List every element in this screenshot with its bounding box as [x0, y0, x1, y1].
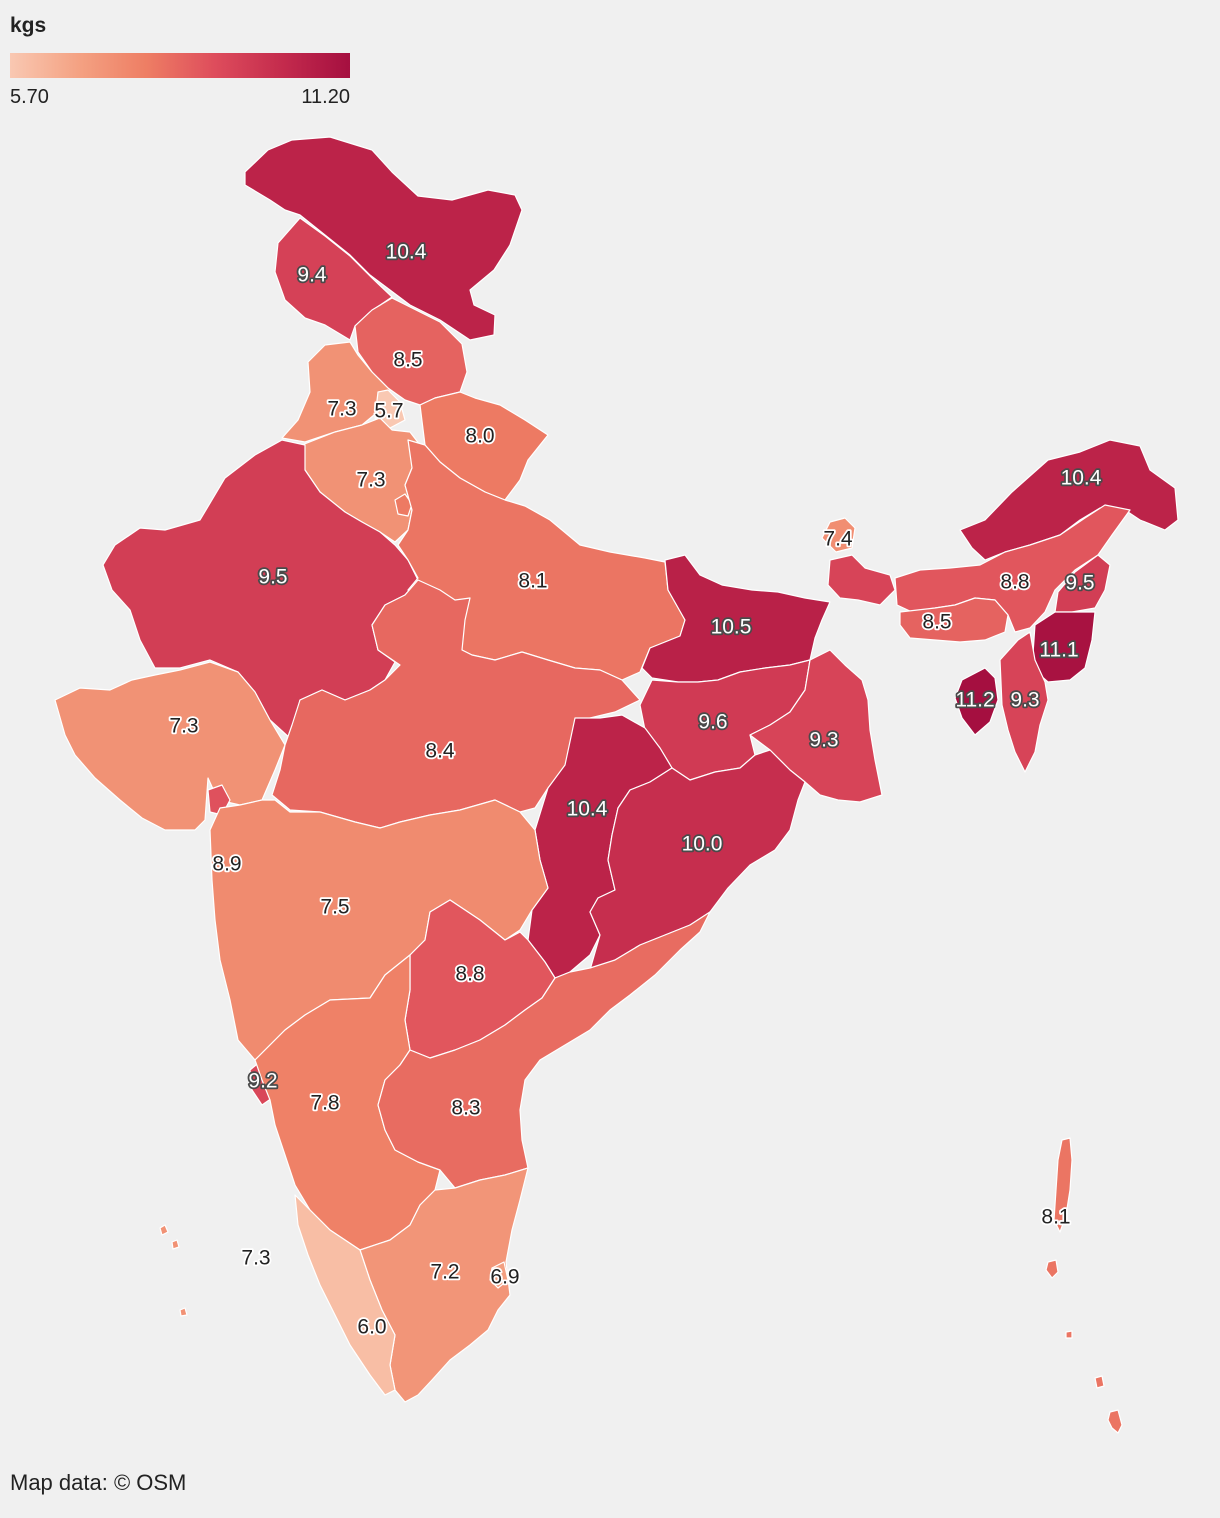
value-label-gujarat: 7.3 [169, 715, 198, 738]
value-label-west-bengal: 9.3 [809, 729, 838, 752]
region-west-bengal[interactable] [749, 649, 883, 803]
value-label-manipur: 11.1 [1039, 639, 1078, 662]
map-attribution: Map data: © OSM [10, 1470, 187, 1495]
value-label-punjab: 7.3 [327, 398, 356, 421]
region-andaman-1[interactable] [1053, 1137, 1073, 1233]
value-label-mizoram: 9.3 [1010, 689, 1039, 712]
region-jammu-kashmir[interactable] [244, 136, 523, 341]
value-label-uttarakhand: 8.5 [393, 349, 422, 372]
value-label-bihar: 10.5 [711, 616, 752, 639]
region-puducherry[interactable] [489, 1261, 509, 1289]
value-label-assam: 8.8 [1000, 571, 1029, 594]
legend-title: kgs [10, 14, 47, 37]
region-lakshadweep-2[interactable] [171, 1239, 180, 1250]
value-label-odisha: 10.0 [682, 833, 723, 856]
region-bengal-north-strip[interactable] [827, 554, 896, 606]
region-andhra-pradesh[interactable] [377, 911, 711, 1189]
value-label-arunachal-pradesh: 10.4 [1061, 467, 1102, 490]
legend-color-bar [10, 53, 350, 78]
value-label-kerala: 6.0 [357, 1316, 386, 1339]
value-label-nagaland: 9.5 [1065, 572, 1094, 595]
value-label-telangana: 8.8 [455, 963, 484, 986]
value-label-rajasthan: 9.5 [258, 566, 287, 589]
value-label-karnataka: 7.8 [310, 1092, 339, 1115]
region-meghalaya[interactable] [899, 597, 1009, 643]
region-nicobar-1[interactable] [1065, 1330, 1073, 1339]
region-tripura[interactable] [954, 667, 999, 736]
value-label-jammu-kashmir: 10.4 [386, 241, 427, 264]
region-chandigarh[interactable] [374, 389, 406, 429]
region-kerala[interactable] [294, 1194, 396, 1396]
region-nicobar-3[interactable] [1107, 1409, 1123, 1434]
value-label-tripura: 11.2 [955, 689, 994, 712]
region-delhi[interactable] [394, 493, 413, 517]
region-nicobar-2[interactable] [1094, 1375, 1105, 1389]
value-label-maharashtra: 7.5 [320, 896, 349, 919]
value-label-madhya-pradesh: 8.4 [425, 740, 455, 763]
value-label-meghalaya: 8.5 [922, 611, 951, 634]
value-label-puducherry: 6.9 [490, 1266, 519, 1289]
region-lakshadweep-1[interactable] [159, 1224, 169, 1236]
value-label-chhattisgarh: 10.4 [567, 798, 608, 821]
value-label-jharkhand: 9.6 [698, 711, 727, 734]
value-label-goa: 9.2 [248, 1070, 277, 1093]
value-label-sikkim: 7.4 [823, 528, 853, 551]
value-label-uttar-pradesh: 8.1 [518, 570, 547, 593]
legend-max-label: 11.20 [301, 86, 350, 108]
value-label-dadra-daman-diu: 8.9 [212, 853, 241, 876]
value-label-tamil-nadu: 7.2 [430, 1261, 459, 1284]
value-label-andaman-nicobar: 8.1 [1041, 1206, 1070, 1229]
value-label-himachal-pradesh: 9.4 [297, 264, 327, 287]
value-label-lakshadweep: 7.3 [241, 1247, 270, 1270]
value-label-chandigarh: 5.7 [374, 400, 403, 423]
region-sikkim[interactable] [821, 517, 856, 553]
region-lakshadweep-3[interactable] [179, 1307, 188, 1317]
legend-min-label: 5.70 [10, 86, 49, 108]
value-label-delhi: 8.0 [465, 425, 494, 448]
region-mizoram[interactable] [999, 631, 1049, 773]
value-label-andhra-pradesh: 8.3 [451, 1097, 480, 1120]
value-label-haryana: 7.3 [356, 469, 385, 492]
region-andaman-2[interactable] [1045, 1259, 1059, 1279]
